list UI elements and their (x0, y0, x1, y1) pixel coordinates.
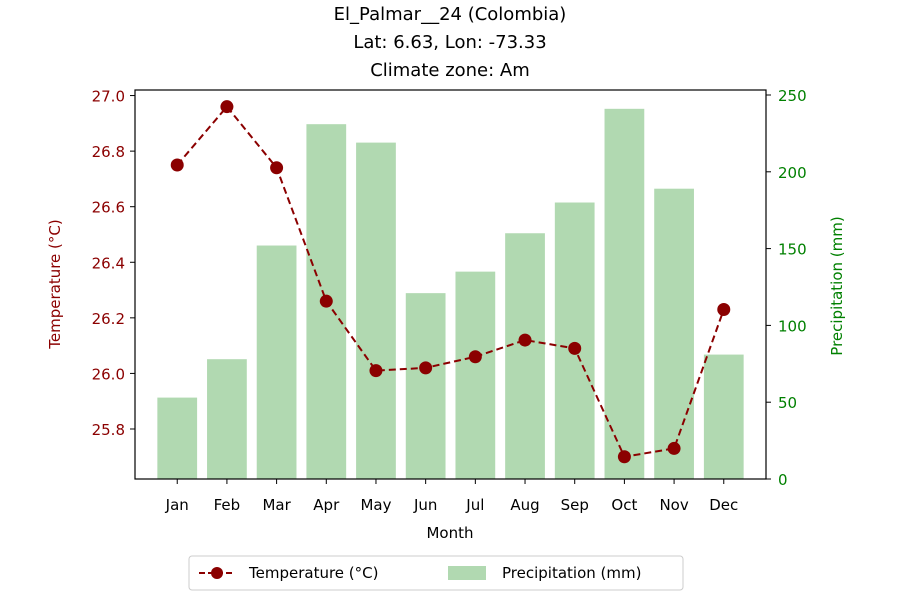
chart-title-line-1: El_Palmar__24 (Colombia) (334, 4, 567, 25)
temperature-point-mar (270, 161, 284, 175)
legend-precipitation-swatch (448, 566, 486, 580)
month-tick-label-apr: Apr (313, 496, 340, 514)
temperature-point-sep (568, 341, 582, 355)
month-tick-label-sep: Sep (561, 496, 589, 514)
temperature-point-jun (419, 361, 433, 375)
plot-frame (134, 89, 767, 480)
chart-title: El_Palmar__24 (Colombia) Lat: 6.63, Lon:… (334, 4, 567, 81)
precipitation-bar-dec (703, 354, 744, 479)
month-tick-label-dec: Dec (709, 496, 738, 514)
month-tick-label-mar: Mar (262, 496, 291, 514)
precipitation-tick-label: 0 (778, 471, 788, 489)
chart-title-line-2: Lat: 6.63, Lon: -73.33 (353, 32, 546, 53)
temperature-point-oct (617, 450, 631, 464)
chart-title-line-3: Climate zone: Am (370, 60, 530, 81)
precipitation-bar-mar (256, 245, 297, 479)
temperature-axis: 25.8 26.0 26.2 26.4 26.6 26.8 27.0 (92, 88, 135, 439)
legend-temperature-label: Temperature (°C) (248, 564, 378, 582)
month-tick-label-may: May (360, 496, 391, 514)
temperature-point-jul (468, 350, 482, 364)
precipitation-bar-jan (157, 397, 198, 479)
left-axis-label: Temperature (°C) (46, 219, 64, 349)
temperature-tick-label: 25.8 (92, 421, 125, 439)
precipitation-tick-label: 50 (778, 394, 797, 412)
month-tick-label-aug: Aug (510, 496, 539, 514)
temperature-point-dec (717, 303, 731, 317)
precipitation-axis: 0 50 100 150 200 250 (766, 87, 807, 489)
legend-precipitation-label: Precipitation (mm) (502, 564, 641, 582)
temperature-point-aug (518, 333, 532, 347)
month-tick-label-nov: Nov (659, 496, 688, 514)
month-tick-label-oct: Oct (611, 496, 637, 514)
temperature-tick-label: 26.4 (92, 254, 125, 272)
temperature-point-nov (667, 441, 681, 455)
temperature-point-jan (170, 158, 184, 172)
month-axis: Jan Feb Mar Apr May Jun Jul Aug Sep Oct Nov Dec (165, 479, 738, 514)
temperature-tick-label: 26.2 (92, 310, 125, 328)
temperature-point-feb (220, 100, 234, 114)
right-axis-label: Precipitation (mm) (828, 216, 846, 355)
precipitation-bar-jun (405, 293, 446, 479)
precipitation-tick-label: 150 (778, 241, 807, 259)
precipitation-bar-nov (654, 188, 694, 480)
legend: Temperature (°C) Precipitation (mm) (188, 555, 684, 591)
precipitation-bar-feb (207, 359, 247, 479)
precipitation-tick-label: 200 (778, 164, 807, 182)
precipitation-tick-label: 100 (778, 317, 807, 335)
precipitation-bar-aug (505, 233, 545, 479)
temperature-tick-label: 26.0 (92, 365, 125, 383)
precipitation-bar-oct (604, 108, 645, 479)
month-tick-label-jan: Jan (165, 496, 189, 514)
month-tick-label-jul: Jul (465, 496, 484, 514)
precipitation-bar-sep (554, 202, 595, 479)
legend-temperature-marker (211, 567, 223, 579)
month-tick-label-feb: Feb (214, 496, 241, 514)
temperature-tick-label: 26.8 (92, 143, 125, 161)
temperature-point-may (369, 364, 383, 378)
temperature-point-apr (319, 294, 333, 308)
month-tick-label-jun: Jun (413, 496, 437, 514)
precipitation-tick-label: 250 (778, 87, 807, 105)
temperature-tick-label: 26.6 (92, 199, 125, 217)
legend-box (188, 555, 684, 591)
temperature-line (170, 100, 731, 464)
precipitation-bar-jul (455, 271, 496, 479)
x-axis-label: Month (426, 524, 473, 542)
precipitation-bar-may (356, 142, 396, 479)
precipitation-bars (157, 108, 744, 480)
temperature-tick-label: 27.0 (92, 88, 125, 106)
